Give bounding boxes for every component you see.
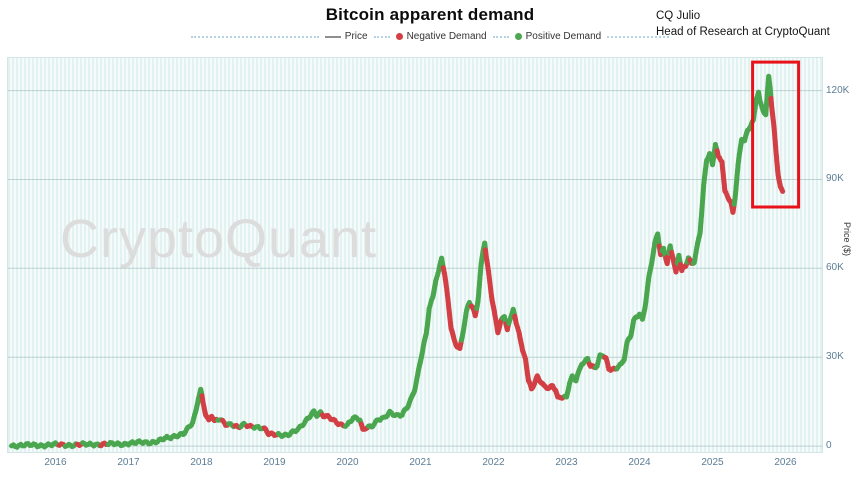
legend-label-price: Price: [344, 31, 368, 42]
y-tick-label: 90K: [826, 173, 844, 185]
x-tick-label: 2017: [117, 457, 140, 468]
legend-leader-left: [190, 35, 319, 38]
y-axis-title: Price ($): [842, 222, 852, 257]
legend-item-positive-demand[interactable]: Positive Demand: [514, 31, 602, 42]
x-tick-label: 2020: [336, 457, 359, 468]
legend-label-negative-demand: Negative Demand: [406, 31, 487, 42]
y-tick-label: 60K: [826, 262, 844, 274]
x-tick-label: 2023: [555, 457, 578, 468]
author-role: Head of Research at CryptoQuant: [656, 25, 830, 38]
y-tick-label: 30K: [826, 351, 844, 363]
x-tick-label: 2021: [409, 457, 432, 468]
positive-demand-dot-icon: [514, 33, 522, 40]
y-tick-label: 120K: [826, 84, 850, 96]
x-tick-label: 2024: [628, 457, 651, 468]
byline: CQ Julio Head of Research at CryptoQuant: [656, 9, 830, 40]
negative-demand-dot-icon: [395, 33, 403, 40]
price-demand-scatter-plot[interactable]: CryptoQuant: [7, 57, 823, 453]
x-tick-label: 2016: [44, 457, 67, 468]
x-tick-label: 2018: [190, 457, 213, 468]
legend-label-positive-demand: Positive Demand: [525, 31, 602, 42]
legend-item-price[interactable]: Price: [324, 31, 368, 42]
x-tick-label: 2019: [263, 457, 286, 468]
highlight-box: [751, 60, 801, 209]
author-name: CQ Julio: [656, 10, 701, 22]
legend-leader-mid1: [373, 35, 390, 38]
x-tick-label: 2026: [774, 457, 797, 468]
legend-leader-mid2: [492, 35, 509, 38]
x-tick-label: 2022: [482, 457, 505, 468]
legend-leader-right: [607, 35, 670, 38]
legend: Price Negative Demand Positive Demand: [0, 31, 860, 42]
legend-item-negative-demand[interactable]: Negative Demand: [395, 31, 487, 42]
page-title: Bitcoin apparent demand: [325, 5, 535, 24]
y-tick-label: 0: [826, 440, 832, 452]
chart-canvas[interactable]: [8, 58, 822, 452]
watermark: CryptoQuant: [60, 209, 378, 269]
x-tick-label: 2025: [701, 457, 724, 468]
price-line-icon: [324, 35, 341, 38]
